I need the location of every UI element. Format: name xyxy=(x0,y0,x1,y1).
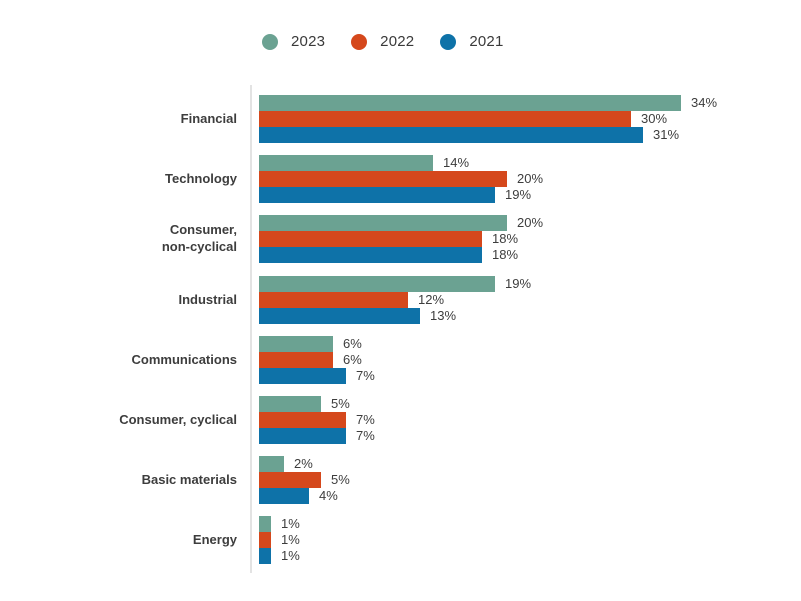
bar-value-label: 30% xyxy=(641,111,668,126)
bar-2023-industrial xyxy=(259,276,495,292)
legend-item-2023: 2023 xyxy=(262,33,325,50)
bar-2023-technology xyxy=(259,155,433,171)
legend-label: 2023 xyxy=(291,33,326,50)
category-label-communications: Communications xyxy=(131,351,237,367)
bar-2022-technology xyxy=(259,171,507,187)
bar-value-label: 19% xyxy=(505,187,532,202)
bar-value-label: 7% xyxy=(356,368,375,383)
category-label-energy: Energy xyxy=(192,531,237,547)
bar-2021-industrial xyxy=(259,308,420,324)
category-label-consumer-non-cyclical: Consumer, non-cyclical xyxy=(161,222,237,254)
legend-dot-icon xyxy=(262,33,278,50)
bar-2021-consumer-cyclical xyxy=(259,428,346,444)
bar-value-label: 5% xyxy=(331,472,350,487)
bar-value-label: 14% xyxy=(443,155,470,170)
bar-2022-consumer-cyclical xyxy=(259,412,346,428)
bar-2022-financial xyxy=(259,111,631,127)
bar-2022-industrial xyxy=(259,292,408,308)
bar-2023-consumer-cyclical xyxy=(259,396,321,412)
bar-value-label: 1% xyxy=(281,516,300,531)
bar-value-label: 18% xyxy=(492,231,519,246)
bar-value-label: 6% xyxy=(343,336,362,351)
bar-value-label: 1% xyxy=(281,548,300,563)
category-label-consumer-cyclical: Consumer, cyclical xyxy=(119,411,237,427)
legend-dot-icon xyxy=(351,33,368,50)
bar-value-label: 5% xyxy=(331,396,350,411)
bar-value-label: 12% xyxy=(418,292,445,307)
bar-2022-basic-materials xyxy=(259,472,321,488)
bar-2022-consumer-non-cyclical xyxy=(259,231,482,247)
legend-item-2021: 2021 xyxy=(440,33,503,50)
legend-label: 2022 xyxy=(380,33,415,50)
legend-label: 2021 xyxy=(469,33,504,50)
category-label-basic-materials: Basic materials xyxy=(141,471,237,487)
bar-value-label: 6% xyxy=(343,352,362,367)
bar-value-label: 18% xyxy=(492,247,519,262)
bar-value-label: 1% xyxy=(281,532,300,547)
bar-2023-communications xyxy=(259,336,333,352)
category-label-industrial: Industrial xyxy=(178,291,237,307)
bar-value-label: 20% xyxy=(517,171,544,186)
bar-value-label: 20% xyxy=(517,215,544,230)
bar-2021-communications xyxy=(259,368,346,384)
bar-2022-communications xyxy=(259,352,333,368)
category-label-technology: Technology xyxy=(165,170,237,186)
bar-2023-consumer-non-cyclical xyxy=(259,215,507,231)
bar-value-label: 7% xyxy=(356,428,375,443)
bar-value-label: 19% xyxy=(505,276,532,291)
y-axis-line xyxy=(250,85,252,573)
bar-2021-financial xyxy=(259,127,643,143)
bar-value-label: 34% xyxy=(691,95,718,110)
bar-2023-financial xyxy=(259,95,681,111)
legend: 2023 2022 2021 xyxy=(262,33,504,50)
bar-2021-technology xyxy=(259,187,495,203)
legend-item-2022: 2022 xyxy=(351,33,414,50)
bar-2021-consumer-non-cyclical xyxy=(259,247,482,263)
legend-dot-icon xyxy=(440,33,457,50)
bar-2021-energy xyxy=(259,548,271,564)
category-label-financial: Financial xyxy=(180,110,237,126)
bar-value-label: 31% xyxy=(653,127,680,142)
bar-value-label: 13% xyxy=(430,308,457,323)
bar-value-label: 7% xyxy=(356,412,375,427)
bar-value-label: 2% xyxy=(294,456,313,471)
bar-2023-energy xyxy=(259,516,271,532)
bar-2021-basic-materials xyxy=(259,488,309,504)
bar-value-label: 4% xyxy=(319,488,338,503)
bar-2023-basic-materials xyxy=(259,456,284,472)
bar-2022-energy xyxy=(259,532,271,548)
